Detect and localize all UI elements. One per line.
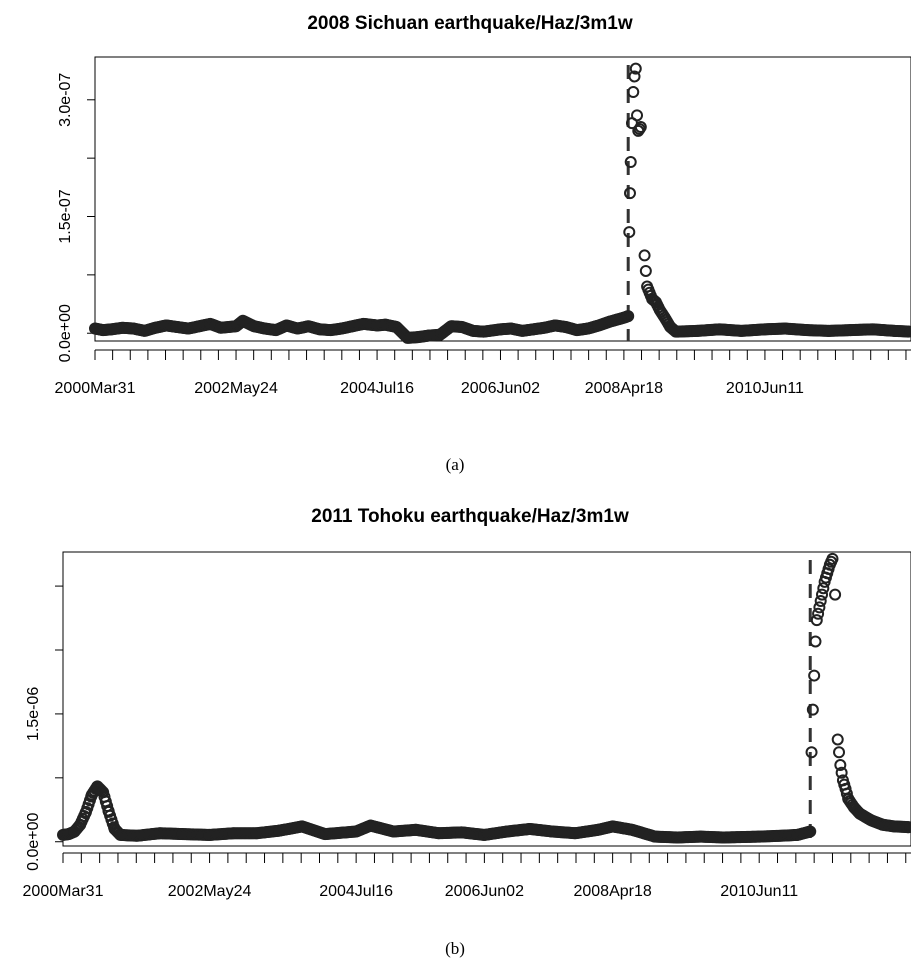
x-tick-label: 2008Apr18 [573, 883, 651, 900]
data-point [829, 588, 842, 601]
data-point [631, 109, 644, 122]
x-axis: 2000Mar31 2002May24 2004Jul16 2006Jun02 2008… [55, 349, 911, 397]
data-point [902, 821, 911, 834]
panel-caption: (a) [446, 455, 465, 474]
data-point [826, 552, 839, 565]
data-point [810, 614, 823, 627]
x-tick-label: 2010Jun11 [720, 883, 798, 900]
data-point [809, 635, 822, 648]
data-points [89, 62, 911, 344]
panel-tohoku: 2011 Tohoku earthquake/Haz/3m1w 0.0e+00 1… [23, 506, 911, 958]
y-tick-label: 1.5e-07 [57, 189, 74, 243]
y-tick-label: 0.0e+00 [25, 812, 42, 870]
data-point [831, 733, 844, 746]
data-point [833, 746, 846, 759]
x-tick-label: 2004Jul16 [319, 883, 393, 900]
y-tick-label: 1.5e-06 [25, 687, 42, 741]
panel-caption: (b) [445, 939, 465, 958]
data-point [805, 746, 818, 759]
data-point [813, 601, 826, 614]
data-point [816, 588, 829, 601]
data-point [624, 187, 637, 200]
data-point [835, 766, 848, 779]
data-point [639, 264, 652, 277]
plot-frame [62, 551, 911, 847]
data-point [814, 595, 827, 607]
chart-title: 2008 Sichuan earthquake/Haz/3m1w [307, 13, 632, 34]
data-point [638, 249, 651, 262]
data-point [624, 156, 637, 169]
y-tick-label: 3.0e-07 [57, 73, 74, 127]
y-tick-label: 0.0e+00 [57, 304, 74, 362]
data-point [634, 121, 647, 134]
data-point [623, 226, 636, 239]
data-point [622, 310, 635, 323]
x-tick-label: 2006Jun02 [461, 380, 540, 397]
data-point [902, 325, 911, 338]
panel-sichuan: 2008 Sichuan earthquake/Haz/3m1w 0.0e+00… [55, 13, 911, 474]
data-point [808, 669, 821, 682]
y-axis: 0.0e+00 1.5e-07 3.0e-07 [57, 73, 95, 362]
x-tick-label: 2000Mar31 [55, 380, 136, 397]
x-tick-label: 2004Jul16 [340, 380, 414, 397]
x-tick-label: 2000Mar31 [23, 883, 104, 900]
data-point [95, 784, 108, 797]
data-point [806, 703, 819, 716]
data-points [57, 552, 911, 844]
x-tick-label: 2002May24 [194, 380, 278, 397]
data-point [628, 70, 641, 83]
data-point [834, 759, 847, 772]
x-axis: 2000Mar31 2002May24 2004Jul16 2006Jun02 2008… [23, 852, 911, 900]
chart-title: 2011 Tohoku earthquake/Haz/3m1w [311, 506, 629, 527]
data-point [817, 582, 830, 595]
data-point [629, 62, 642, 75]
data-point [812, 607, 825, 620]
data-point [804, 825, 817, 838]
x-tick-label: 2008Apr18 [585, 380, 663, 397]
x-tick-label: 2002May24 [168, 883, 252, 900]
x-tick-label: 2006Jun02 [445, 883, 524, 900]
plot-frame [94, 56, 911, 342]
data-point [627, 86, 640, 99]
y-axis: 0.0e+00 1.5e-06 [25, 585, 63, 871]
x-tick-label: 2010Jun11 [726, 380, 804, 397]
